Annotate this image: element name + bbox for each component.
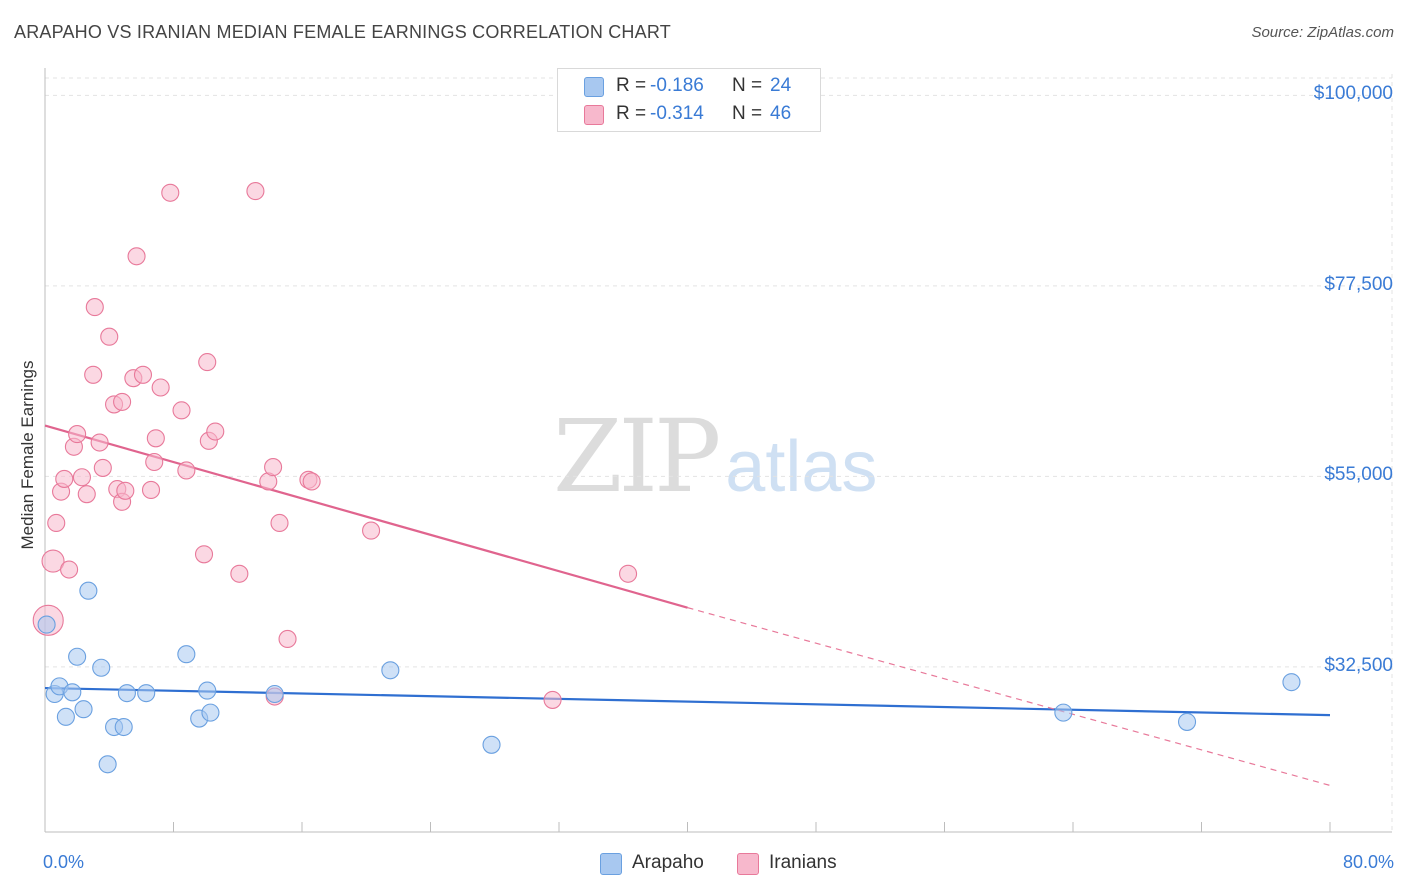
- point-arapaho-13: [137, 684, 156, 703]
- point-arapaho-4: [63, 683, 82, 702]
- point-iranians-44: [543, 690, 562, 709]
- watermark-atlas: atlas: [725, 427, 878, 507]
- point-arapaho-6: [74, 700, 93, 719]
- n-value: 24: [770, 75, 792, 96]
- legend-row-arapaho: R = -0.186 N = 24: [558, 73, 820, 99]
- r-label: R =: [616, 75, 647, 96]
- watermark: ZIP atlas: [553, 398, 877, 515]
- point-iranians-34: [230, 564, 249, 583]
- point-arapaho-21: [1054, 703, 1073, 722]
- watermark-zip: ZIP: [553, 398, 721, 515]
- chart-title: ARAPAHO VS IRANIAN MEDIAN FEMALE EARNING…: [14, 22, 671, 42]
- point-iranians-45: [619, 564, 638, 583]
- point-iranians-25: [146, 429, 165, 448]
- y-tick-label-0: $32,500: [1324, 654, 1393, 676]
- legend-row-iranians: R = -0.314 N = 46: [558, 101, 820, 127]
- point-iranians-22: [133, 365, 153, 384]
- trend-line-iranians: [44, 424, 688, 609]
- point-iranians-4: [55, 469, 74, 488]
- point-iranians-39: [270, 513, 289, 533]
- r-value: -0.314: [650, 103, 704, 124]
- x-tick-label-max: 80.0%: [1342, 852, 1394, 872]
- n-label: N =: [732, 75, 763, 96]
- data-points: [32, 182, 1301, 774]
- point-iranians-28: [172, 401, 191, 420]
- legend-swatch-iranians: [737, 853, 759, 875]
- point-iranians-9: [77, 485, 96, 504]
- trend-line-arapaho: [44, 686, 1331, 717]
- point-iranians-29: [177, 461, 196, 480]
- point-iranians-1: [41, 549, 65, 573]
- n-value: 46: [770, 103, 792, 124]
- point-iranians-19: [116, 481, 135, 500]
- point-arapaho-19: [381, 661, 400, 680]
- point-arapaho-18: [265, 684, 284, 704]
- point-arapaho-11: [114, 717, 133, 737]
- point-iranians-37: [264, 458, 283, 477]
- point-iranians-43: [362, 521, 381, 540]
- point-arapaho-20: [482, 735, 501, 754]
- r-value: -0.186: [650, 75, 704, 96]
- point-arapaho-14: [177, 645, 196, 664]
- point-iranians-40: [278, 629, 297, 649]
- point-iranians-18: [113, 392, 132, 411]
- point-arapaho-16: [198, 681, 217, 700]
- point-iranians-33: [206, 422, 225, 441]
- point-iranians-26: [151, 378, 170, 397]
- point-arapaho-9: [98, 755, 117, 774]
- point-arapaho-23: [1282, 673, 1301, 692]
- y-tick-label-2: $77,500: [1324, 273, 1393, 295]
- point-iranians-12: [90, 433, 109, 452]
- point-iranians-42: [302, 472, 321, 491]
- legend-swatch-iranians: [584, 105, 604, 125]
- point-iranians-10: [84, 365, 103, 384]
- point-iranians-2: [47, 513, 66, 533]
- point-arapaho-12: [117, 684, 136, 703]
- point-iranians-7: [68, 425, 87, 444]
- y-tick-label-3: $100,000: [1313, 83, 1393, 105]
- legend-swatch-arapaho: [584, 77, 604, 97]
- legend-label-arapaho: Arapaho: [632, 852, 704, 873]
- correlation-legend: R = -0.186 N = 24 R = -0.314 N = 46: [557, 68, 821, 132]
- point-arapaho-22: [1177, 712, 1197, 731]
- point-iranians-13: [93, 458, 112, 477]
- point-iranians-5: [60, 560, 79, 579]
- legend-label-iranians: Iranians: [769, 852, 837, 873]
- point-iranians-35: [246, 182, 265, 201]
- axes: [44, 68, 1392, 833]
- point-arapaho-8: [92, 658, 111, 677]
- trend-extension-iranians: [687, 607, 1331, 787]
- point-arapaho-17: [201, 703, 220, 722]
- point-arapaho-5: [68, 647, 87, 666]
- point-arapaho-3: [56, 707, 75, 726]
- point-iranians-27: [161, 183, 180, 202]
- r-label: R =: [616, 103, 647, 124]
- point-iranians-23: [141, 480, 161, 499]
- point-iranians-30: [194, 545, 214, 564]
- point-arapaho-7: [79, 581, 98, 600]
- x-tick-label-min: 0.0%: [43, 852, 85, 872]
- point-iranians-8: [72, 468, 91, 487]
- point-iranians-31: [198, 353, 217, 372]
- n-label: N =: [732, 103, 763, 124]
- point-iranians-24: [145, 452, 164, 472]
- point-arapaho-0: [37, 615, 56, 634]
- source-label[interactable]: Source: ZipAtlas.com: [1251, 24, 1394, 41]
- legend-swatch-arapaho: [600, 853, 622, 875]
- point-iranians-21: [127, 247, 146, 266]
- point-iranians-11: [85, 298, 104, 317]
- point-iranians-14: [100, 327, 119, 346]
- trend-lines: [44, 424, 1331, 787]
- y-tick-label-1: $55,000: [1324, 464, 1393, 486]
